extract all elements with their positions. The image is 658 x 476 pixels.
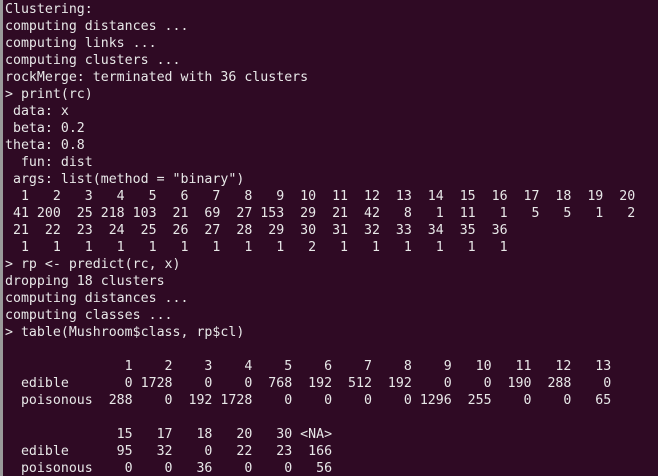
terminal-line: 15 17 18 20 30 <NA> xyxy=(5,427,333,442)
terminal-line: Clustering: xyxy=(5,2,93,17)
terminal-line: fun: dist xyxy=(5,155,93,170)
terminal-line: 1 2 3 4 5 6 7 8 9 10 11 12 13 14 15 16 1… xyxy=(5,189,636,204)
terminal-line xyxy=(5,341,658,358)
terminal-line: poisonous 288 0 192 1728 0 0 0 0 1296 25… xyxy=(5,393,612,408)
terminal-line: 1 1 1 1 1 1 1 1 1 2 1 1 1 1 1 1 xyxy=(5,240,508,255)
terminal-line: 21 22 23 24 25 26 27 28 29 30 31 32 33 3… xyxy=(5,223,508,238)
terminal-line: poisonous 0 0 36 0 0 56 xyxy=(5,461,333,476)
terminal-line: args: list(method = "binary") xyxy=(5,172,245,187)
terminal-line: theta: 0.8 xyxy=(5,138,85,153)
terminal-line: edible 0 1728 0 0 768 192 512 192 0 0 19… xyxy=(5,376,612,391)
terminal-line: computing distances ... xyxy=(5,291,189,306)
terminal-line: computing clusters ... xyxy=(5,53,181,68)
terminal-line: rockMerge: terminated with 36 clusters xyxy=(5,70,309,85)
terminal-line: 41 200 25 218 103 21 69 27 153 29 21 42 … xyxy=(5,206,636,221)
terminal-line: data: x xyxy=(5,104,69,119)
terminal-line xyxy=(5,409,658,426)
terminal-line: edible 95 32 0 22 23 166 xyxy=(5,444,333,459)
terminal-line: dropping 18 clusters xyxy=(5,274,165,289)
terminal-line: 1 2 3 4 5 6 7 8 9 10 11 12 13 xyxy=(5,359,612,374)
terminal-line: > rp <- predict(rc, x) xyxy=(5,257,181,272)
terminal-line: beta: 0.2 xyxy=(5,121,85,136)
terminal-line: > print(rc) xyxy=(5,87,93,102)
terminal-line: computing links ... xyxy=(5,36,157,51)
terminal-line: > table(Mushroom$class, rp$cl) xyxy=(5,325,245,340)
terminal-line: computing distances ... xyxy=(5,19,189,34)
terminal-line: computing classes ... xyxy=(5,308,173,323)
